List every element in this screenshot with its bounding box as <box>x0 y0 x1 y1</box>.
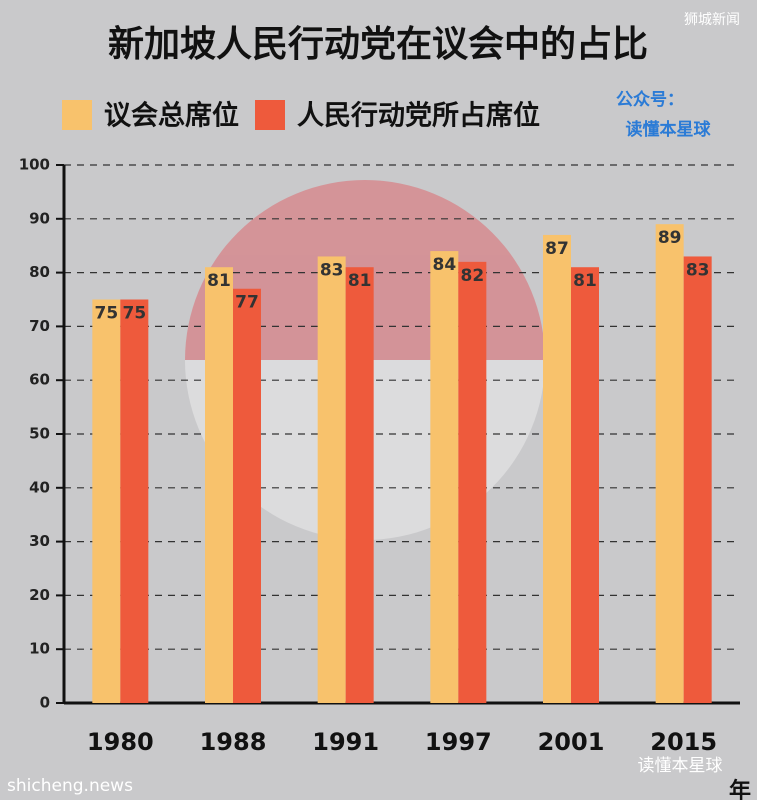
value-label: 81 <box>573 271 597 291</box>
value-label: 77 <box>235 293 259 313</box>
value-label: 75 <box>94 304 118 324</box>
x-tick-label: 2015 <box>650 728 717 756</box>
watermark: 狮城新闻 <box>684 12 740 28</box>
y-tick-label: 50 <box>29 425 50 443</box>
bar <box>317 256 346 703</box>
chart-title: 新加坡人民行动党在议会中的占比 <box>108 24 648 65</box>
bar <box>543 234 571 703</box>
x-tick-label: 1988 <box>200 728 267 756</box>
x-tick-label: 1991 <box>312 728 379 756</box>
y-tick-label: 70 <box>29 317 50 335</box>
value-label: 82 <box>460 266 484 286</box>
bar <box>655 224 684 703</box>
legend-label: 人民行动党所占席位 <box>297 100 540 132</box>
legend-swatch <box>62 100 92 130</box>
x-tick-label: 1980 <box>87 728 154 756</box>
value-label: 81 <box>207 271 231 291</box>
legend-swatch <box>255 100 285 130</box>
value-label: 87 <box>545 239 569 259</box>
y-tick-label: 20 <box>29 586 50 604</box>
value-label: 75 <box>122 304 146 324</box>
value-label: 83 <box>686 260 710 280</box>
value-label: 84 <box>432 255 456 275</box>
y-tick-label: 90 <box>29 209 50 227</box>
x-tick-label: 1997 <box>425 728 492 756</box>
bar <box>571 267 599 703</box>
y-tick-label: 30 <box>29 532 50 550</box>
y-tick-label: 0 <box>40 694 50 712</box>
bar <box>345 267 374 703</box>
bar <box>683 256 712 703</box>
bar <box>205 267 233 703</box>
bar <box>92 299 121 703</box>
y-tick-label: 40 <box>29 478 50 496</box>
bar <box>120 299 149 703</box>
bar <box>233 288 261 703</box>
y-tick-label: 60 <box>29 371 50 389</box>
value-label: 83 <box>320 260 344 280</box>
y-tick-label: 80 <box>29 263 50 281</box>
y-tick-label: 10 <box>29 640 50 658</box>
y-tick-label: 100 <box>19 156 50 174</box>
watermark: 公众号： <box>616 89 684 110</box>
legend-label: 议会总席位 <box>104 100 239 132</box>
x-axis-label: 年 <box>729 778 751 800</box>
value-label: 81 <box>348 271 372 291</box>
bar <box>458 261 487 703</box>
watermark: shicheng.news <box>7 776 133 796</box>
watermark: 读懂本星球 <box>626 119 712 140</box>
bar <box>430 251 459 703</box>
watermark: 读懂本星球 <box>638 756 723 776</box>
value-label: 89 <box>658 228 682 248</box>
x-tick-label: 2001 <box>538 728 605 756</box>
